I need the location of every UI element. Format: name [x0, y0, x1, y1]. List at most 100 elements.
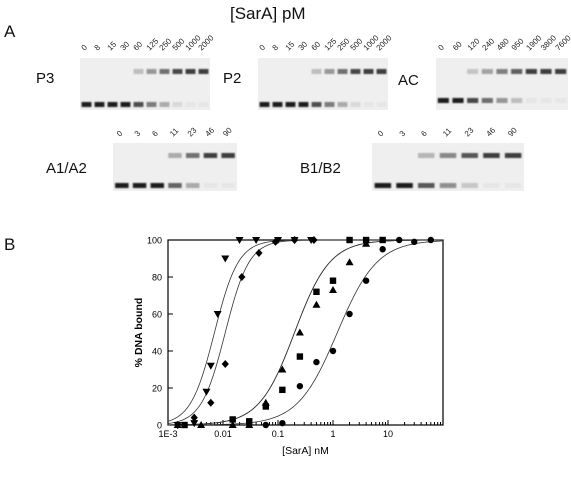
gel-background	[80, 58, 210, 110]
data-point-triangle-up	[261, 398, 270, 406]
lane-label: 46	[203, 125, 216, 138]
free-dna-band	[172, 102, 183, 107]
lane-label: 0	[376, 129, 386, 139]
x-tick-label: 0.01	[214, 429, 232, 439]
free-dna-band	[461, 183, 478, 188]
data-point-square	[313, 288, 320, 295]
free-dna-band	[374, 183, 392, 188]
free-dna-band	[481, 98, 493, 103]
bound-complex-band	[504, 153, 522, 158]
free-dna-band	[203, 183, 218, 188]
data-point-diamond	[310, 236, 318, 244]
data-point-diamond	[290, 236, 299, 244]
free-dna-band	[540, 98, 552, 103]
free-dna-band	[418, 183, 435, 188]
free-dna-band	[483, 183, 500, 188]
bound-complex-band	[376, 69, 387, 74]
free-dna-band	[376, 102, 387, 107]
free-dna-band	[185, 183, 200, 188]
data-point-circle	[296, 382, 304, 390]
lane-label: 60	[310, 39, 323, 52]
data-point-triangle-down	[252, 237, 261, 244]
free-dna-band	[350, 102, 361, 107]
data-point-triangle-down	[221, 255, 230, 263]
lane-label: 90	[221, 125, 234, 138]
data-point-diamond	[190, 413, 198, 422]
bound-complex-band	[203, 153, 218, 158]
bound-complex-band	[337, 69, 348, 74]
data-point-triangle-down	[202, 388, 211, 396]
panel-label-a: A	[4, 22, 16, 41]
data-point-triangle-down	[235, 237, 244, 244]
lane-label: 30	[297, 39, 310, 52]
free-dna-band	[159, 102, 170, 107]
free-dna-band	[467, 98, 479, 103]
lane-label: 15	[284, 39, 297, 52]
lane-label: 90	[506, 125, 519, 138]
bound-complex-band	[418, 153, 435, 158]
data-point-circle	[362, 277, 370, 284]
free-dna-band	[81, 102, 92, 107]
data-point-triangle-up	[312, 300, 321, 308]
free-dna-band	[168, 183, 182, 188]
gel-label-b1b2: B1/B2	[300, 160, 341, 177]
gel-background	[258, 58, 388, 110]
bound-complex-band	[146, 69, 157, 74]
data-point-square	[296, 353, 304, 360]
data-point-triangle-up	[329, 285, 337, 293]
free-dna-band	[94, 102, 105, 107]
data-point-triangle-up	[173, 421, 182, 428]
free-dna-band	[324, 102, 335, 107]
lane-label: 60	[132, 39, 145, 52]
bound-complex-band	[168, 153, 182, 158]
free-dna-band	[185, 102, 196, 107]
bound-complex-band	[133, 69, 144, 74]
bound-complex-band	[461, 153, 478, 158]
lane-label: 950	[510, 36, 526, 52]
lane-label: 0	[258, 43, 268, 53]
free-dna-band	[311, 102, 322, 107]
data-point-circle	[346, 310, 353, 318]
lane-label: 6	[419, 129, 429, 139]
lane-label: 15	[106, 39, 119, 52]
data-point-triangle-up	[345, 258, 354, 266]
bound-complex-band	[185, 69, 196, 74]
free-dna-band	[132, 183, 147, 188]
bound-complex-band	[185, 153, 200, 158]
x-tick-label: 1E-3	[158, 429, 177, 439]
free-dna-band	[115, 183, 129, 188]
gel-label-p2: P2	[223, 70, 242, 87]
data-point-triangle-up	[228, 421, 237, 428]
data-point-triangle-up	[245, 421, 254, 428]
lane-label: 1900	[524, 33, 543, 52]
y-axis-title: % DNA bound	[133, 298, 145, 368]
free-dna-band	[221, 183, 235, 188]
data-point-square	[262, 403, 269, 410]
lane-label: 7600	[554, 33, 571, 52]
bound-complex-band	[525, 69, 537, 74]
lane-label: 3	[398, 129, 408, 139]
free-dna-band	[363, 102, 374, 107]
bound-complex-band	[159, 69, 170, 74]
y-tick-label: 80	[152, 273, 162, 283]
bound-complex-band	[496, 69, 508, 74]
lane-label: 30	[119, 39, 132, 52]
free-dna-band	[120, 102, 131, 107]
free-dna-band	[133, 102, 144, 107]
data-point-circle	[427, 236, 434, 244]
gel-label-a1a2: A1/A2	[46, 160, 87, 177]
bound-complex-band	[172, 69, 183, 74]
fit-curve	[167, 239, 444, 426]
lane-label: 60	[451, 39, 464, 52]
free-dna-band	[555, 98, 567, 103]
x-axis-title: [SarA] nM	[282, 445, 329, 457]
bound-complex-band	[439, 153, 457, 158]
data-point-triangle-down	[190, 420, 199, 428]
free-dna-band	[525, 98, 537, 103]
data-point-square	[229, 416, 236, 423]
bound-complex-band	[363, 69, 374, 74]
free-dna-band	[198, 102, 209, 107]
lane-label: 8	[93, 43, 103, 53]
data-point-triangle-up	[362, 239, 371, 247]
bound-complex-band	[483, 153, 500, 158]
